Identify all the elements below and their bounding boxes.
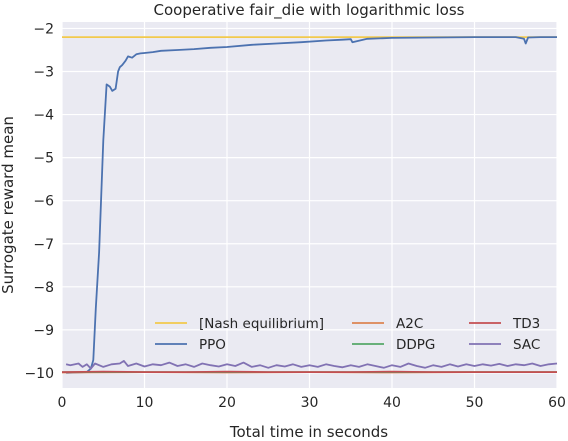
y-tick-label: −3: [33, 65, 54, 81]
x-tick-label: 60: [548, 395, 566, 411]
y-tick-label: −8: [33, 280, 54, 296]
legend-entry: PPO: [199, 337, 226, 353]
legend: [Nash equilibrium] A2C TD3 PPO DDPG SAC: [155, 316, 540, 353]
y-axis: −10 −9 −8 −7 −6 −5 −4 −3 −2: [24, 21, 54, 381]
series-line-sac: [65, 359, 558, 370]
series-line-ppo: [66, 36, 557, 374]
series-line-td3: [61, 370, 557, 374]
x-tick-label: 50: [466, 395, 484, 411]
legend-entry: TD3: [512, 316, 540, 332]
x-tick-label: 0: [58, 395, 67, 411]
x-tick-label: 20: [218, 395, 236, 411]
legend-entry: DDPG: [396, 337, 435, 353]
y-axis-label: Surrogate reward mean: [0, 116, 17, 294]
y-tick-label: −7: [33, 237, 54, 253]
y-tick-label: −9: [33, 323, 54, 339]
x-tick-label: 40: [383, 395, 401, 411]
legend-entry: A2C: [396, 316, 423, 332]
y-tick-label: −2: [33, 21, 54, 37]
legend-entry: SAC: [513, 337, 540, 353]
y-tick-label: −6: [33, 194, 54, 210]
x-axis: 0 10 20 30 40 50 60: [58, 395, 566, 411]
x-axis-label: Total time in seconds: [229, 423, 388, 441]
legend-entry: [Nash equilibrium]: [199, 316, 324, 332]
series-lines: [61, 36, 558, 374]
chart-title: Cooperative fair_die with logarithmic lo…: [154, 1, 465, 20]
x-tick-label: 30: [301, 395, 319, 411]
y-tick-label: −10: [24, 366, 54, 382]
x-tick-label: 10: [136, 395, 154, 411]
y-tick-label: −5: [33, 151, 54, 167]
y-tick-label: −4: [33, 108, 54, 124]
